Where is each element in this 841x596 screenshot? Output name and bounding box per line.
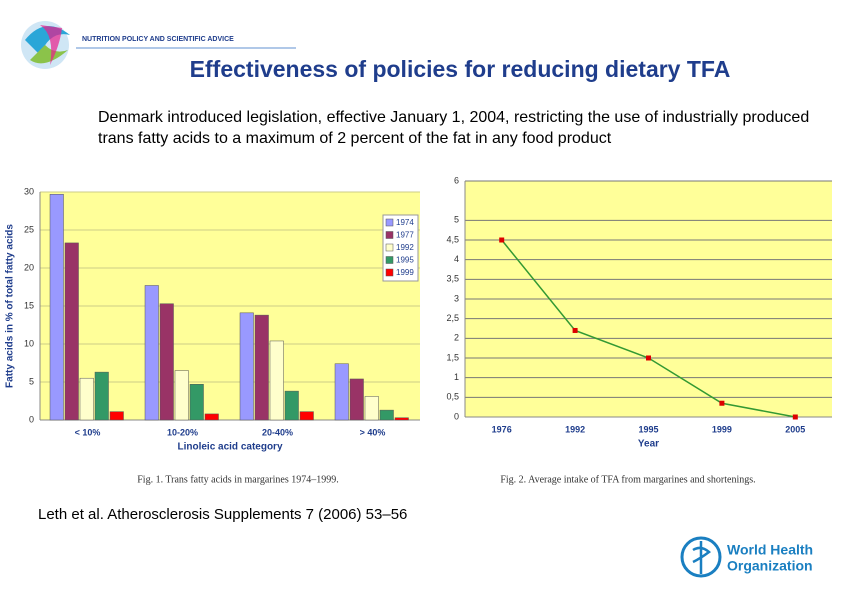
- y-tick-label: 4,5: [446, 234, 459, 244]
- x-tick-label: 10-20%: [167, 427, 198, 437]
- marker: [499, 237, 505, 243]
- legend-label: 1974: [396, 218, 414, 227]
- who-logo: World Health Organization: [680, 536, 813, 578]
- x-axis-label: Year: [638, 439, 659, 450]
- bar: [334, 363, 349, 421]
- y-axis-label: Fatty acids in % of total fatty acids: [5, 224, 16, 388]
- slide-title: Effectiveness of policies for reducing d…: [189, 56, 731, 82]
- legend-swatch: [385, 231, 394, 239]
- legend-label: 1995: [396, 256, 414, 265]
- y-tick-label: 3: [454, 293, 459, 303]
- x-tick-label: < 10%: [75, 427, 101, 437]
- bar: [79, 377, 94, 421]
- x-axis-label: Linoleic acid category: [177, 442, 282, 453]
- legend-swatch: [385, 256, 394, 264]
- y-tick-label: 2,5: [446, 313, 459, 323]
- bar: [254, 314, 269, 421]
- caption: Fig. 1. Trans fatty acids in margarines …: [137, 474, 338, 485]
- x-tick-label: 2005: [785, 424, 805, 434]
- y-tick-label: 1: [454, 372, 459, 382]
- y-tick-label: 0: [454, 411, 459, 421]
- legend-swatch: [385, 218, 394, 227]
- y-tick-label: 1,5: [446, 352, 459, 362]
- y-tick-label: 0,5: [446, 392, 459, 402]
- bar: [64, 242, 79, 421]
- bar: [144, 285, 159, 421]
- legend-label: 1999: [396, 268, 414, 277]
- legend-swatch: [385, 268, 394, 277]
- bar: [269, 340, 284, 421]
- bar: [94, 371, 109, 421]
- y-tick-label: 20: [24, 262, 34, 272]
- bar: [299, 411, 314, 421]
- x-tick-label: 1976: [492, 424, 512, 434]
- bar: [189, 384, 204, 421]
- bar: [394, 417, 409, 421]
- marker: [719, 400, 725, 406]
- who-line2: Organization: [727, 558, 813, 574]
- bar: [204, 413, 219, 421]
- y-tick-label: 10: [24, 338, 34, 348]
- who-line1: World Health: [727, 542, 813, 558]
- marker: [572, 327, 578, 333]
- y-tick-label: 0: [29, 414, 34, 424]
- bar: [109, 411, 124, 421]
- legend-label: 1992: [396, 243, 414, 252]
- y-tick-label: 6: [454, 175, 459, 185]
- y-tick-label: 2: [454, 333, 459, 343]
- bar: [349, 378, 364, 421]
- x-tick-label: 1999: [712, 424, 732, 434]
- logo-emblem: [21, 21, 296, 69]
- bar: [379, 409, 394, 421]
- legend-label: 1977: [396, 231, 414, 240]
- body-text: Denmark introduced legislation, effectiv…: [98, 109, 810, 147]
- y-tick-label: 25: [24, 224, 34, 234]
- legend-swatch: [385, 243, 394, 252]
- y-tick-label: 4: [454, 254, 459, 264]
- banner: NUTRITION POLICY AND SCIENTIFIC ADVICE: [82, 36, 234, 43]
- bar: [284, 390, 299, 421]
- y-tick-label: 5: [29, 376, 34, 386]
- x-tick-label: 1995: [638, 424, 658, 434]
- bar: [239, 312, 254, 421]
- x-tick-label: > 40%: [360, 427, 386, 437]
- y-tick-label: 30: [24, 186, 34, 196]
- marker: [646, 355, 651, 361]
- bar: [364, 396, 379, 421]
- x-tick-label: 1992: [565, 424, 585, 434]
- bar: [159, 303, 174, 421]
- citation: Leth et al. Atherosclerosis Supplements …: [38, 506, 408, 523]
- y-tick-label: 3,5: [446, 274, 459, 284]
- bar: [49, 194, 64, 421]
- y-tick-label: 5: [454, 215, 459, 225]
- y-tick-label: 15: [24, 300, 34, 310]
- x-tick-label: 20-40%: [262, 427, 293, 437]
- bar: [174, 370, 189, 421]
- marker: [792, 414, 798, 420]
- caption: Fig. 2. Average intake of TFA from marga…: [500, 474, 755, 485]
